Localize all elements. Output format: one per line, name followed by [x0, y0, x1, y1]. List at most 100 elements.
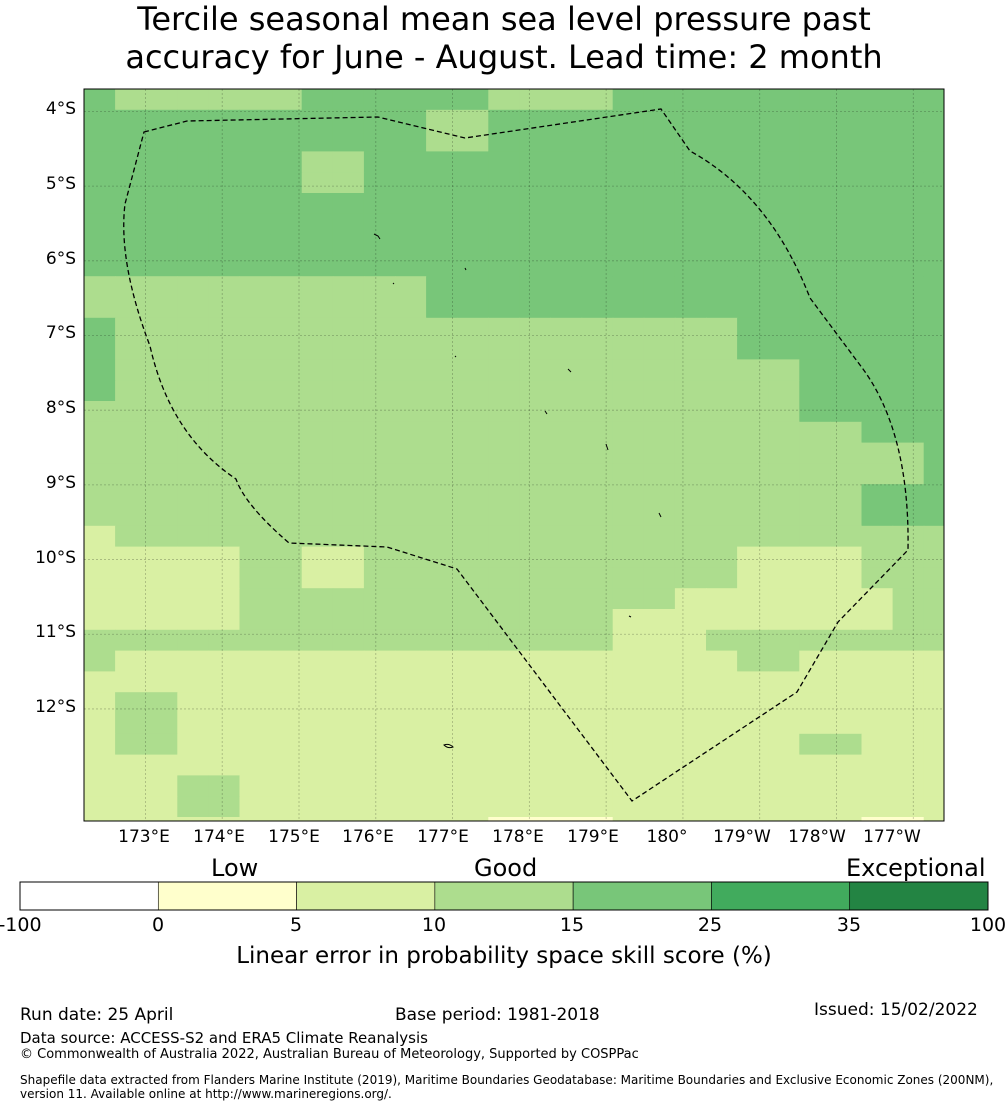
skill-cell — [737, 89, 769, 111]
skill-cell — [363, 775, 396, 797]
skill-cell — [830, 775, 862, 797]
skill-cell — [861, 109, 894, 132]
skill-cell — [115, 338, 147, 360]
skill-cell — [395, 671, 427, 693]
category-exceptional: Exceptional — [846, 854, 986, 882]
skill-cell — [581, 255, 614, 277]
skill-cell — [363, 421, 396, 444]
skill-cell — [457, 213, 489, 236]
skill-cell — [768, 775, 800, 797]
skill-cell — [239, 317, 272, 340]
skill-cell — [146, 817, 178, 822]
skill-cell — [270, 505, 303, 527]
skill-cell — [830, 546, 862, 568]
skill-cell — [706, 442, 738, 464]
lon-label: 180° — [646, 827, 688, 847]
skill-cell — [830, 650, 862, 672]
skill-cell — [177, 692, 209, 714]
skill-cell — [550, 567, 583, 589]
skill-cell — [270, 380, 303, 402]
skill-cell — [457, 317, 489, 340]
skill-cell — [892, 172, 925, 194]
skill-cell — [146, 775, 178, 797]
skill-cell — [426, 255, 458, 277]
skill-cell — [426, 505, 458, 527]
skill-cell — [581, 130, 614, 152]
skill-cell — [830, 713, 862, 735]
eez-boundary — [123, 108, 909, 802]
skill-cell — [923, 193, 945, 215]
skill-cell — [706, 109, 738, 132]
skill-cell — [208, 193, 240, 215]
skill-cell — [426, 234, 458, 256]
skill-cell — [363, 151, 396, 173]
skill-cell — [923, 733, 945, 756]
skill-cell — [84, 421, 116, 444]
skill-cell — [799, 89, 831, 111]
skill-cell — [861, 89, 894, 111]
skill-cell — [581, 421, 614, 444]
skill-cell — [177, 151, 209, 173]
lon-label: 179°E — [567, 827, 619, 847]
skill-cell — [581, 317, 614, 340]
skill-cell — [923, 796, 945, 818]
skill-cell — [332, 733, 365, 756]
skill-cell — [519, 297, 551, 319]
skill-cell — [84, 817, 116, 822]
skill-cell — [363, 525, 396, 548]
skill-cell — [830, 359, 862, 381]
skill-cell — [550, 172, 583, 194]
skill-cell — [208, 546, 240, 568]
skill-cell — [830, 609, 862, 631]
skill-cell — [332, 276, 365, 298]
skill-cell — [737, 401, 769, 423]
skill-cell — [519, 650, 551, 672]
skill-cell — [737, 193, 769, 215]
skill-cell — [146, 629, 178, 652]
skill-cell — [706, 401, 738, 423]
skill-cell — [674, 213, 707, 236]
skill-cell — [426, 525, 458, 548]
skill-cell — [768, 151, 800, 173]
skill-cell — [270, 151, 303, 173]
skill-cell — [861, 193, 894, 215]
skill-cell — [519, 775, 551, 797]
skill-cell — [830, 567, 862, 589]
skill-grid — [84, 89, 945, 822]
skill-cell — [84, 754, 116, 776]
graticule — [84, 89, 944, 821]
skill-cell — [581, 234, 614, 256]
skill-cell — [612, 484, 645, 506]
skill-cell — [426, 338, 458, 360]
skill-cell — [643, 525, 676, 548]
skill-cell — [146, 276, 178, 298]
skill-cell — [239, 338, 272, 360]
lon-label: 177°W — [863, 827, 921, 847]
skill-cell — [363, 276, 396, 298]
lat-label: 8°S — [45, 398, 76, 418]
skill-cell — [643, 380, 676, 402]
skill-cell — [861, 484, 894, 506]
skill-cell — [332, 463, 365, 485]
skill-cell — [84, 130, 116, 152]
lon-label: 176°E — [342, 827, 394, 847]
skill-cell — [239, 629, 272, 652]
skill-cell — [768, 609, 800, 631]
skill-cell — [208, 442, 240, 464]
skill-cell — [177, 234, 209, 256]
skill-cell — [239, 546, 272, 568]
skill-cell — [643, 796, 676, 818]
skill-cell — [706, 130, 738, 152]
skill-cell — [239, 442, 272, 464]
skill-cell — [737, 338, 769, 360]
skill-cell — [301, 796, 334, 818]
skill-cell — [550, 713, 583, 735]
skill-cell — [830, 484, 862, 506]
skill-cell — [84, 255, 116, 277]
skill-cell — [799, 609, 831, 631]
skill-cell — [84, 463, 116, 485]
skill-cell — [737, 463, 769, 485]
skill-cell — [301, 692, 334, 714]
run-date: Run date: 25 April — [20, 1005, 174, 1025]
skill-cell — [643, 754, 676, 776]
